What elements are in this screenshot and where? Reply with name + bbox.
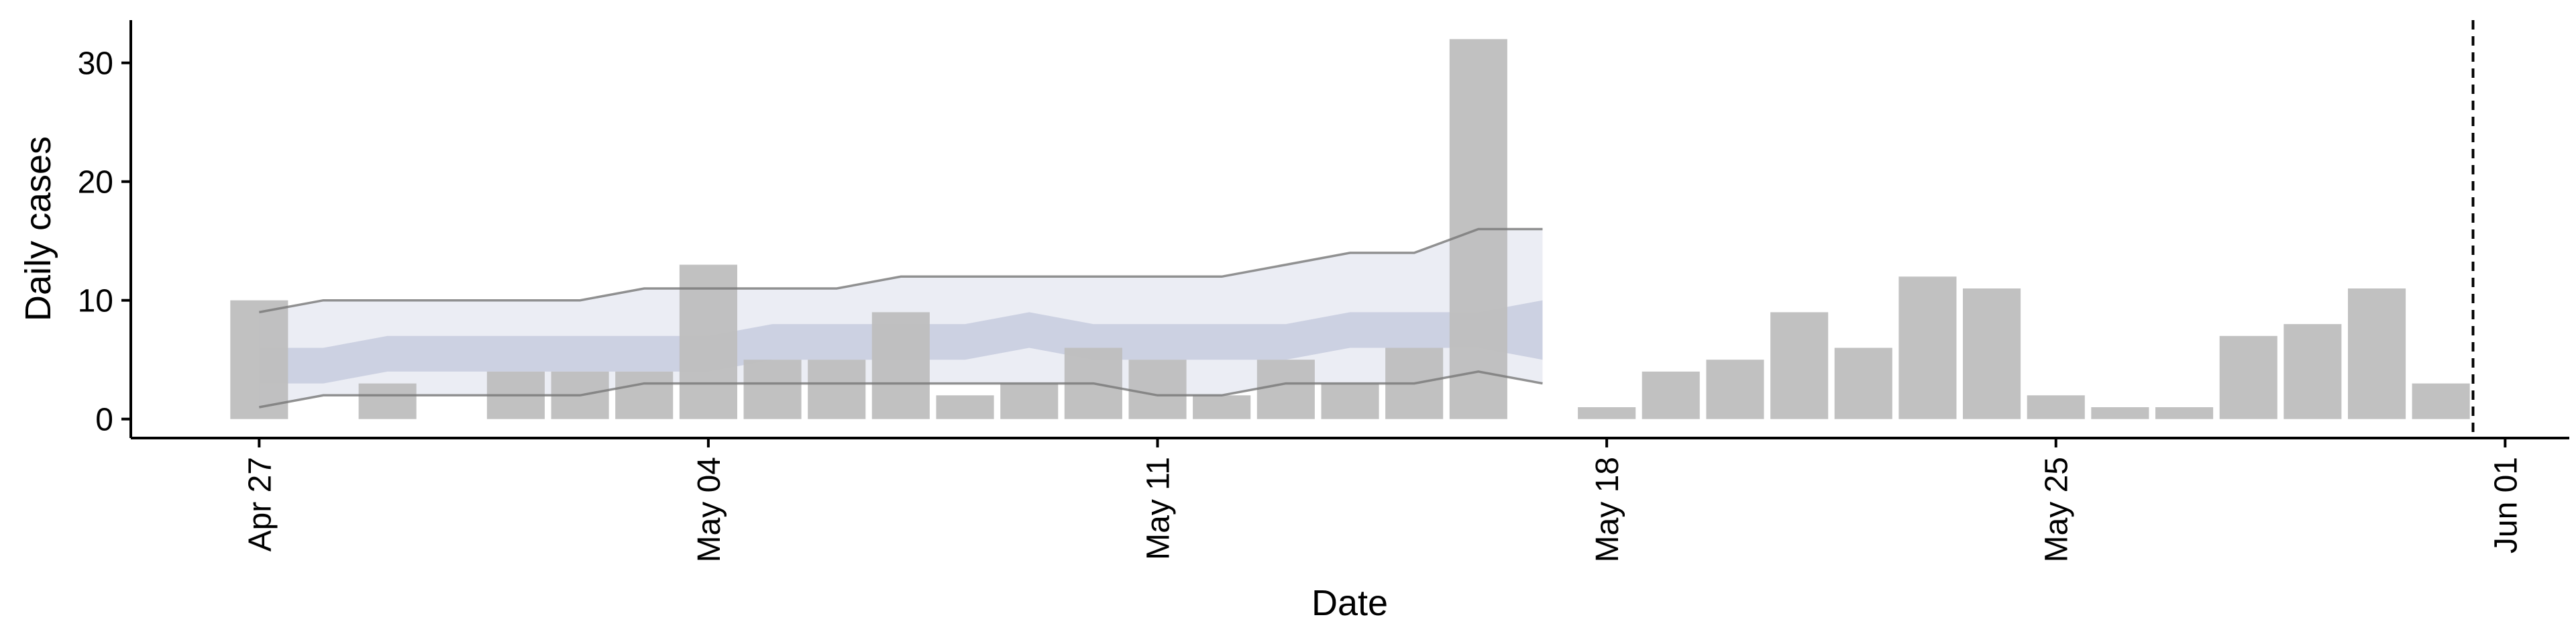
x-tick-label: May 11	[1141, 457, 1177, 560]
bar	[2091, 407, 2149, 419]
x-axis-label: Date	[1311, 583, 1388, 623]
bar	[2027, 395, 2085, 419]
bar	[1578, 407, 1636, 419]
bar	[2412, 383, 2470, 419]
y-tick-label: 10	[78, 284, 113, 319]
x-tick-label: Jun 01	[2488, 457, 2524, 553]
y-axis-label: Daily cases	[18, 136, 58, 321]
bar	[230, 300, 288, 419]
bar	[679, 264, 737, 419]
bar	[358, 383, 417, 419]
bar	[2155, 407, 2214, 419]
bar	[808, 360, 866, 419]
bar	[1706, 360, 1764, 419]
axes: 0 10 20 30 Apr 27 May 04 May 11 May 18 May 25 Ju…	[18, 20, 2569, 623]
x-ticks: Apr 27 May 04 May 11 May 18 May 25 Jun 01	[242, 438, 2524, 562]
bar	[1898, 276, 1957, 419]
x-tick-label: May 25	[2039, 457, 2075, 562]
bar	[2348, 288, 2406, 419]
x-tick-label: May 04	[692, 457, 727, 562]
bar	[1193, 395, 1251, 419]
interval-upper-line	[258, 227, 1543, 314]
bar	[936, 395, 994, 419]
bars	[230, 39, 2470, 419]
y-tick-label: 20	[78, 165, 113, 201]
y-ticks: 0 10 20 30	[78, 46, 131, 438]
bar	[1642, 371, 1700, 419]
x-tick-label: Apr 27	[242, 457, 278, 551]
bar	[871, 312, 930, 419]
bar	[1321, 383, 1379, 419]
bar	[1128, 360, 1187, 419]
y-tick-label: 30	[78, 46, 113, 82]
bar	[615, 371, 674, 419]
bar	[1963, 288, 2021, 419]
x-tick-label: May 18	[1590, 457, 1625, 562]
bar	[2219, 335, 2277, 419]
bar	[743, 360, 802, 419]
bar	[2284, 324, 2342, 419]
bar	[1256, 360, 1315, 419]
interval-lower-line	[258, 370, 1543, 409]
bar	[1770, 312, 1829, 419]
interval-outlines	[258, 227, 1543, 409]
bar	[1000, 383, 1059, 419]
y-tick-label: 0	[95, 402, 113, 438]
bar	[1834, 347, 1892, 419]
